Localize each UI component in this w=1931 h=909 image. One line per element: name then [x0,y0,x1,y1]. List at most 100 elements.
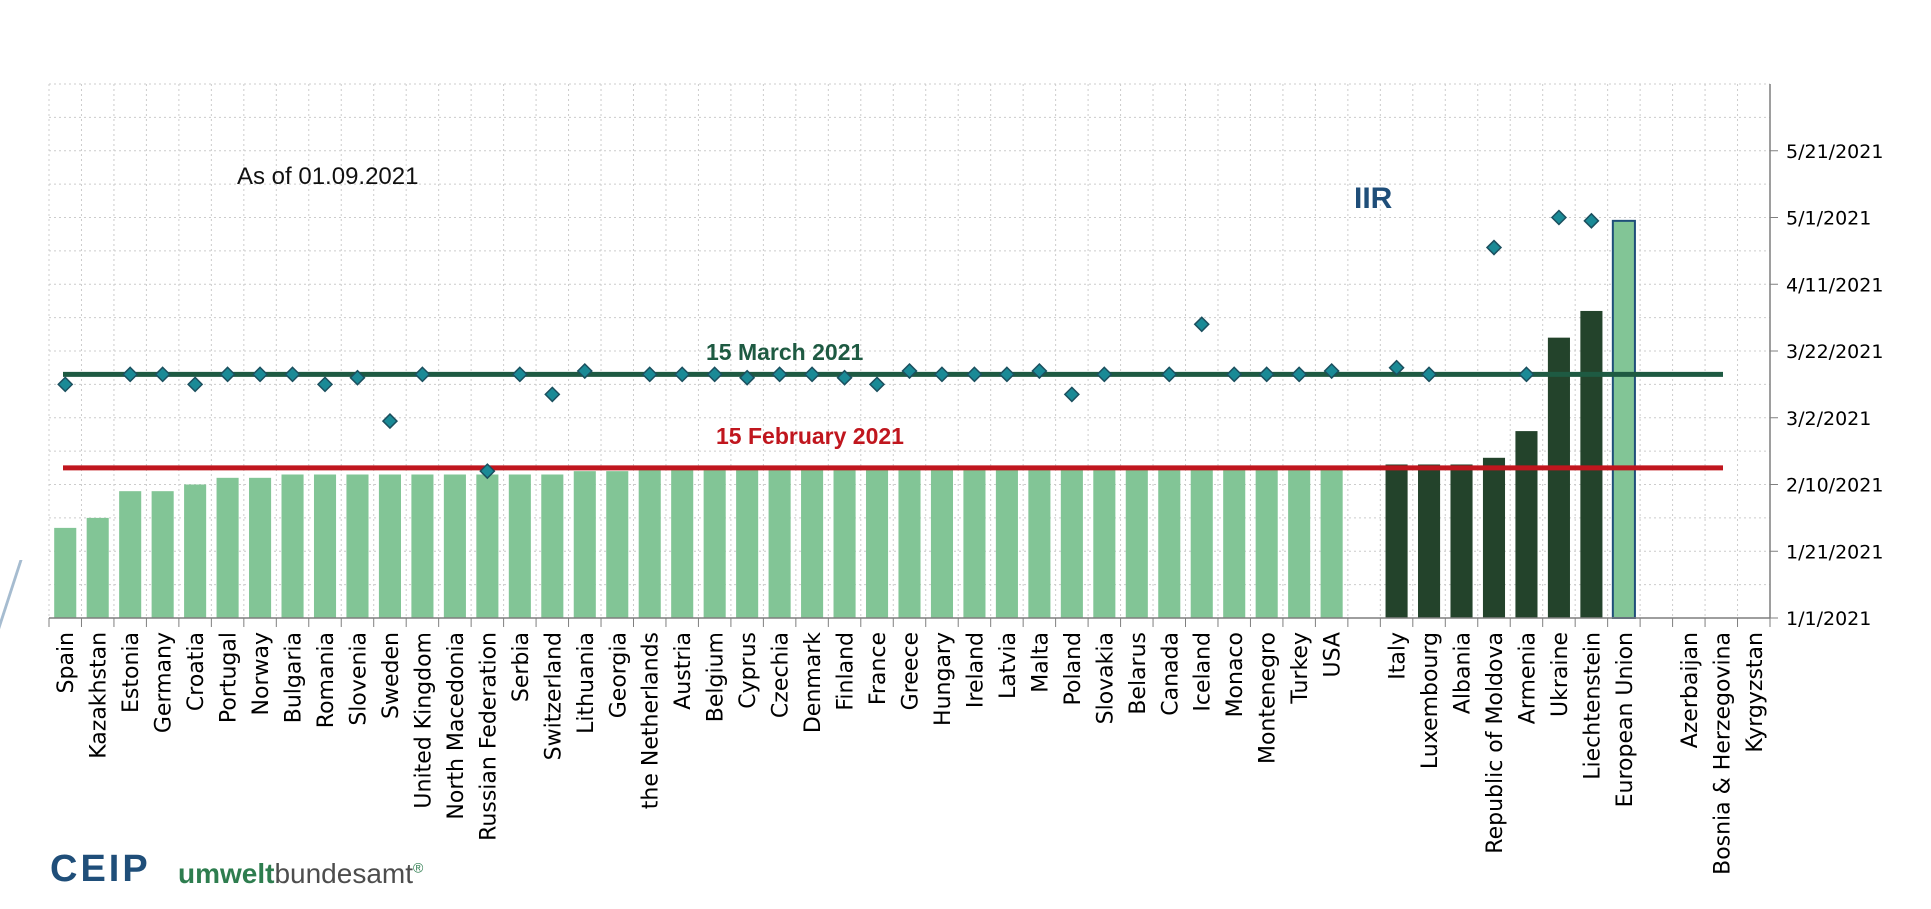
marker-norway [252,366,269,383]
chart-markers [57,209,1600,480]
bar-turkey [1288,467,1311,618]
y-tick-label: 2/10/2021 [1786,475,1883,497]
bar-russian-federation [476,474,499,618]
marker-hungary [933,366,951,383]
category-label: Czechia [769,632,794,718]
bar-slovakia [1093,467,1116,618]
bar-cyprus [736,467,759,618]
bar-portugal [216,477,239,618]
marker-bulgaria [284,366,301,383]
marker-austria [674,366,691,383]
category-label: Turkey [1288,632,1313,705]
bar-sweden [378,474,401,618]
bar-denmark [801,467,824,618]
bar-czechia [768,467,791,618]
bar-malta [1028,467,1051,618]
marker-turkey [1291,366,1308,383]
category-label: Russian Federation [476,632,501,841]
category-label: Albania [1451,632,1476,714]
y-tick-label: 1/21/2021 [1786,541,1883,563]
bar-belarus [1125,467,1148,618]
uba-logo-part1: umwelt [178,858,275,889]
category-label: Germany [152,632,177,733]
category-label: USA [1321,632,1346,678]
bar-spain [54,527,77,618]
category-label: Slovenia [346,632,371,726]
category-label: Armenia [1515,632,1540,724]
bar-latvia [995,467,1018,618]
bar-lithuania [573,471,596,618]
marker-czechia [771,366,788,383]
chart-bars [54,219,1636,619]
february-reference-label: 15 February 2021 [716,423,904,449]
bar-germany [151,491,174,618]
category-label: Montenegro [1256,632,1281,764]
category-label: Iceland [1191,632,1216,712]
category-label: Denmark [801,632,826,733]
marker-liechtenstein [1583,212,1600,229]
category-label: Ukraine [1548,632,1573,717]
bar-poland [1060,467,1083,618]
category-label: Canada [1158,632,1183,716]
bar-european-union [1611,219,1636,619]
bar-albania [1450,464,1473,618]
marker-finland [836,369,853,386]
marker-ukraine [1550,209,1567,226]
category-label: Lithuania [574,632,599,734]
bar-montenegro [1255,467,1278,618]
marker-russian-federation [479,463,496,480]
marker-romania [316,376,334,393]
category-label: Latvia [996,632,1021,699]
bar-luxembourg [1418,464,1441,618]
marker-montenegro [1258,366,1275,383]
bar-croatia [184,484,207,618]
chart-axes: 1/1/2021 1/21/2021 2/10/2021 3/2/2021 3/22/2… [48,84,1883,630]
bar-republic-of-moldova [1482,457,1506,618]
marker-lithuania [576,362,593,380]
bar-finland [833,467,856,618]
bar-ukraine [1547,337,1570,618]
marker-the-netherlands [641,366,658,383]
marker-poland [1063,386,1080,403]
bar-romania [313,474,337,618]
uba-logo-part2: bundesamt [274,858,414,889]
marker-sweden [381,413,399,430]
marker-iceland [1193,316,1210,333]
category-label: Luxembourg [1418,632,1443,769]
category-label: Republic of Moldova [1483,632,1508,854]
marker-luxembourg [1420,366,1438,383]
iir-label: IIR [1354,182,1393,215]
marker-ireland [966,366,983,383]
category-label: Kazakhstan [87,632,112,759]
bar-france [865,467,889,618]
category-label: Azerbaijan [1678,632,1703,748]
marker-canada [1161,366,1178,383]
marker-slovenia [349,369,366,386]
bar-bulgaria [281,474,304,618]
bar-iceland [1190,467,1213,618]
y-tick-label: 1/1/2021 [1786,608,1871,630]
y-tick-label: 5/1/2021 [1786,208,1871,230]
ceip-logo: CEIP [50,848,151,890]
marker-republic-of-moldova [1485,239,1503,256]
bar-kazakhstan [86,517,109,618]
bar-canada [1158,467,1181,618]
bar-italy [1385,464,1408,618]
chart-category-labels: Spain Kazakhstan Estonia Germany Croatia Port… [54,632,1768,875]
category-label: Kyrgyzstan [1743,632,1768,753]
bar-hungary [930,467,954,618]
category-label: Ireland [963,632,988,708]
bar-usa [1320,467,1343,618]
bar-armenia [1515,431,1538,618]
category-label: Georgia [606,632,631,718]
category-label: Liechtenstein [1580,632,1605,780]
category-label: Serbia [509,632,534,702]
category-label: United Kingdom [411,632,436,809]
bar-switzerland [541,474,564,618]
category-label: Norway [249,632,274,715]
marker-france [868,376,886,393]
bar-ireland [963,467,986,618]
as-of-date-note: As of 01.09.2021 [237,163,418,190]
bar-united-kingdom [411,474,434,618]
